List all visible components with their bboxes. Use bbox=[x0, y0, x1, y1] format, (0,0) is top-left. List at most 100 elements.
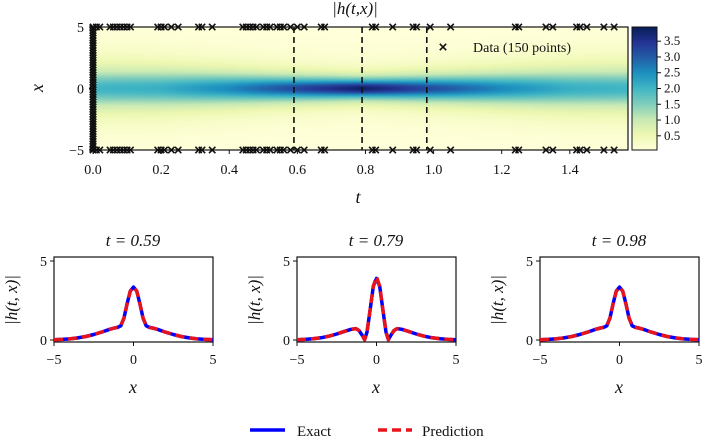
x-tick-label: −5 bbox=[290, 353, 305, 368]
data-point-marker-stroke bbox=[388, 23, 397, 31]
x-tick-label: 0.0 bbox=[84, 163, 102, 178]
data-point-marker-stroke bbox=[174, 23, 182, 31]
data-point-marker bbox=[286, 23, 295, 31]
data-point-marker bbox=[174, 146, 182, 154]
y-tick-label: 5 bbox=[77, 21, 84, 36]
data-point-marker bbox=[174, 23, 182, 31]
x-tick-label: 0.4 bbox=[220, 163, 238, 178]
data-point-marker bbox=[266, 146, 274, 154]
heatmap-title: |h(t,x)| bbox=[332, 0, 378, 18]
data-point-marker bbox=[388, 23, 397, 31]
data-point-marker-stroke bbox=[388, 146, 397, 154]
data-point-marker bbox=[126, 23, 135, 31]
data-point-marker bbox=[610, 146, 618, 154]
slice-2-ylabel: |h(t, x)| bbox=[245, 275, 264, 325]
data-point-marker bbox=[610, 23, 618, 31]
data-point-marker-stroke bbox=[286, 23, 295, 31]
slice-frame bbox=[53, 256, 214, 343]
data-point-marker bbox=[600, 23, 608, 31]
data-point-marker bbox=[576, 146, 584, 154]
slice-3-title: t = 0.98 bbox=[592, 231, 647, 250]
series-prediction-line bbox=[53, 285, 214, 342]
data-point-marker bbox=[446, 23, 455, 31]
data-point-marker bbox=[160, 146, 169, 154]
data-point-marker bbox=[583, 146, 591, 154]
slice-frame bbox=[539, 256, 700, 343]
bottom-legend: Exact Prediction bbox=[250, 424, 484, 440]
x-tick-label: 1.4 bbox=[561, 163, 579, 178]
data-point-marker-stroke bbox=[300, 146, 308, 154]
data-point-marker-stroke bbox=[126, 146, 135, 154]
y-tick-label: 0 bbox=[40, 334, 47, 349]
data-point-marker-stroke bbox=[89, 24, 97, 32]
colorbar-tick-label: 2.0 bbox=[664, 81, 680, 96]
slice-2-title: t = 0.79 bbox=[349, 231, 404, 250]
data-point-marker-stroke bbox=[371, 146, 380, 154]
series-exact-line bbox=[539, 285, 700, 342]
data-point-marker-stroke bbox=[126, 23, 135, 31]
data-point-marker-stroke bbox=[174, 146, 182, 154]
series-exact-line bbox=[296, 276, 457, 342]
data-point-marker bbox=[96, 146, 104, 154]
data-point-marker bbox=[549, 23, 557, 31]
x-tick-label: 0 bbox=[616, 353, 623, 368]
series-prediction-line bbox=[296, 275, 457, 342]
data-point-marker bbox=[371, 23, 380, 31]
legend-data-label: Data (150 points) bbox=[473, 41, 571, 56]
series-exact-line bbox=[53, 285, 214, 342]
data-point-marker-stroke bbox=[412, 146, 421, 154]
data-point-marker-stroke bbox=[610, 146, 618, 154]
data-point-marker bbox=[446, 146, 455, 154]
y-tick-label: 0 bbox=[77, 83, 84, 98]
x-tick-label: 1.2 bbox=[493, 163, 511, 178]
data-point-marker bbox=[198, 23, 206, 31]
x-tick-label: 0.6 bbox=[289, 163, 307, 178]
data-point-marker-stroke bbox=[583, 146, 591, 154]
colorbar-tick-label: 0.5 bbox=[664, 128, 680, 143]
data-point-marker bbox=[514, 146, 523, 154]
data-point-marker-stroke bbox=[208, 146, 216, 154]
colorbar-tick-label: 1.5 bbox=[664, 96, 680, 111]
data-point-marker-stroke bbox=[198, 23, 206, 31]
data-point-marker bbox=[542, 146, 550, 154]
x-tick-label: 0.8 bbox=[357, 163, 375, 178]
data-point-marker-stroke bbox=[426, 146, 434, 154]
x-tick-label: −5 bbox=[533, 353, 548, 368]
data-point-marker bbox=[96, 23, 104, 31]
heatmap-xlabel: t bbox=[355, 187, 361, 207]
x-tick-label: 5 bbox=[453, 353, 460, 368]
data-point-marker-stroke bbox=[89, 26, 97, 35]
data-point-marker bbox=[583, 23, 591, 31]
heatmap-image bbox=[93, 27, 628, 150]
x-tick-label: 5 bbox=[696, 353, 703, 368]
slice-plot-2: t = 0.79 |h(t, x)| x −5 0 505 bbox=[245, 231, 460, 397]
data-point-marker bbox=[89, 26, 97, 35]
slice-1-xlabel: x bbox=[128, 377, 137, 397]
data-point-marker-stroke bbox=[514, 23, 523, 31]
legend-data-marker bbox=[439, 43, 447, 51]
slice-2-xlabel: x bbox=[371, 377, 380, 397]
data-point-marker bbox=[388, 146, 397, 154]
slice-3-ylabel: |h(t, x)| bbox=[488, 275, 507, 325]
data-point-marker bbox=[286, 146, 295, 154]
x-tick-label: −5 bbox=[47, 353, 62, 368]
data-point-marker-stroke bbox=[514, 146, 523, 154]
data-point-marker bbox=[167, 146, 176, 154]
y-tick-label: 5 bbox=[526, 255, 533, 270]
slice-plot-1: t = 0.59 |h(t, x)| x −5 0 505 bbox=[2, 231, 217, 397]
x-tick-label: 5 bbox=[210, 353, 217, 368]
colorbar-frame bbox=[631, 26, 658, 151]
data-point-marker-stroke bbox=[279, 146, 288, 154]
data-point-marker-stroke bbox=[549, 146, 557, 154]
data-point-marker bbox=[266, 23, 274, 31]
data-point-marker bbox=[293, 23, 302, 31]
data-point-marker-stroke bbox=[293, 146, 302, 154]
slice-frame bbox=[296, 256, 457, 343]
data-point-marker-stroke bbox=[198, 146, 206, 154]
data-point-marker-stroke bbox=[167, 23, 176, 31]
data-point-marker-stroke bbox=[576, 146, 584, 154]
data-point-marker bbox=[89, 24, 97, 32]
series-prediction-line bbox=[539, 285, 700, 342]
